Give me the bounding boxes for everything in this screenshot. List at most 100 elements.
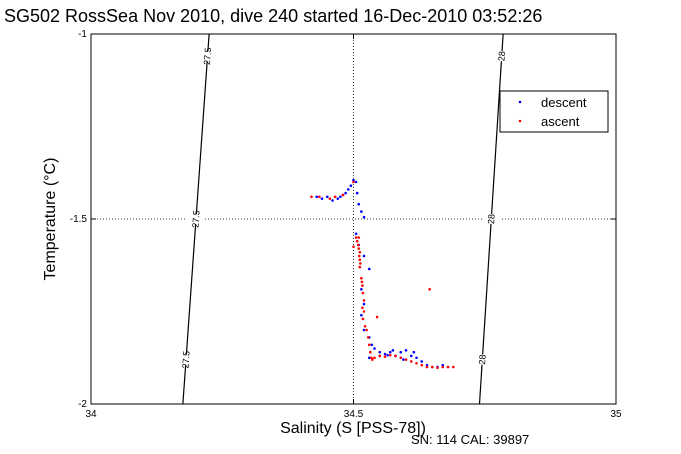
data-point-descent [362, 328, 366, 332]
data-point-ascent [352, 245, 355, 249]
data-point-descent [412, 350, 416, 354]
data-point-ascent [358, 265, 362, 269]
data-point-ascent [328, 197, 332, 200]
data-point-descent [441, 363, 445, 367]
isopycnal-label: 28 [496, 51, 507, 62]
legend-ascent-marker [518, 119, 522, 123]
data-point-descent [315, 195, 319, 199]
x-tick-label: 34 [85, 409, 97, 420]
data-point-ascent [352, 180, 355, 184]
data-point-ascent [404, 358, 408, 361]
data-point-descent [388, 350, 392, 354]
isopycnal-label-bg [492, 50, 512, 62]
x-tick-label: 35 [610, 409, 622, 420]
axis-ticks: 34 34.5 35 -2 -1.5 -1 [70, 29, 622, 420]
data-point-descent [370, 343, 374, 347]
data-point-descent [399, 350, 403, 354]
isopycnal-label-bg [482, 213, 501, 225]
data-point-descent [355, 191, 359, 195]
data-point-ascent [451, 365, 455, 369]
data-point-ascent [436, 366, 439, 370]
data-point-ascent [446, 365, 450, 369]
data-point-ascent [420, 363, 424, 367]
data-point-descent [425, 363, 429, 367]
x-axis-label: Salinity (S [PSS-78]) [280, 420, 426, 437]
isopycnal-label: 27.5 [190, 210, 201, 228]
data-point-descent [360, 313, 363, 317]
data-point-ascent [357, 247, 361, 250]
data-point-descent [354, 232, 358, 236]
legend-box [499, 90, 609, 133]
data-point-ascent [378, 354, 382, 358]
data-point-descent [373, 347, 376, 350]
data-point-descent [336, 197, 340, 200]
ascent-series [310, 180, 455, 370]
data-point-descent [383, 352, 387, 356]
data-point-descent [354, 180, 358, 184]
data-point-ascent [425, 365, 429, 369]
isopycnal-label-bg [176, 353, 196, 366]
data-point-ascent [375, 315, 379, 319]
y-tick-label: -2 [78, 399, 87, 410]
data-point-descent [360, 210, 363, 213]
isopycnal-lines: 27.5 27.5 27.5 28 28 28 [176, 33, 512, 405]
data-point-ascent [415, 362, 418, 365]
data-point-ascent [361, 306, 364, 310]
data-point-ascent [369, 350, 372, 354]
data-point-ascent [367, 343, 371, 347]
y-tick-label: -1 [78, 29, 87, 40]
legend-ascent-label: ascent [541, 114, 580, 129]
data-point-ascent [441, 365, 445, 369]
data-point-ascent [333, 195, 337, 199]
data-point-ascent [361, 291, 365, 295]
data-point-ascent [358, 258, 362, 262]
data-point-descent [360, 288, 363, 291]
data-point-ascent [388, 353, 392, 357]
data-point-ascent [383, 355, 387, 358]
data-point-descent [331, 199, 334, 202]
data-point-descent [362, 215, 366, 219]
legend: descent ascent [499, 90, 609, 133]
data-point-ascent [360, 280, 364, 284]
data-point-descent [362, 254, 366, 258]
data-point-descent [367, 267, 371, 271]
data-point-descent [409, 354, 413, 358]
legend-descent-label: descent [541, 95, 587, 110]
data-point-descent [362, 302, 366, 306]
data-point-descent [386, 353, 389, 357]
data-point-descent [415, 356, 418, 360]
isopycnal-label-bg [198, 50, 217, 62]
data-point-descent [325, 195, 329, 199]
chart-title: SG502 RossSea Nov 2010, dive 240 started… [4, 6, 542, 26]
data-point-descent [320, 197, 324, 200]
data-point-ascent [361, 317, 365, 321]
data-point-descent [346, 188, 350, 191]
data-point-descent [349, 184, 353, 187]
data-point-ascent [362, 299, 366, 302]
legend-descent-marker [518, 100, 522, 104]
data-point-ascent [355, 239, 359, 243]
data-point-descent [404, 349, 408, 352]
isopycnal-label: 28 [477, 354, 488, 365]
grid-lines [91, 34, 616, 404]
data-point-descent [352, 178, 355, 182]
data-point-ascent [361, 284, 364, 287]
isopycnal-label: 27.5 [180, 351, 191, 369]
data-point-descent [339, 195, 342, 199]
data-point-descent [391, 349, 395, 352]
data-point-ascent [341, 193, 345, 197]
data-point-ascent [428, 288, 431, 291]
data-point-ascent [360, 276, 363, 280]
data-point-ascent [373, 356, 376, 360]
y-tick-label: -1.5 [70, 214, 88, 225]
serial-calibration-note: SN: 114 CAL: 39897 [411, 432, 529, 447]
data-point-ascent [362, 310, 366, 313]
data-point-descent [367, 356, 371, 360]
isopycnal-label-bg [473, 354, 492, 366]
descent-series [315, 178, 450, 369]
data-point-ascent [358, 251, 362, 254]
data-point-ascent [356, 243, 360, 247]
y-axis-label: Temperature (°C) [42, 158, 59, 281]
data-point-ascent [399, 356, 403, 360]
